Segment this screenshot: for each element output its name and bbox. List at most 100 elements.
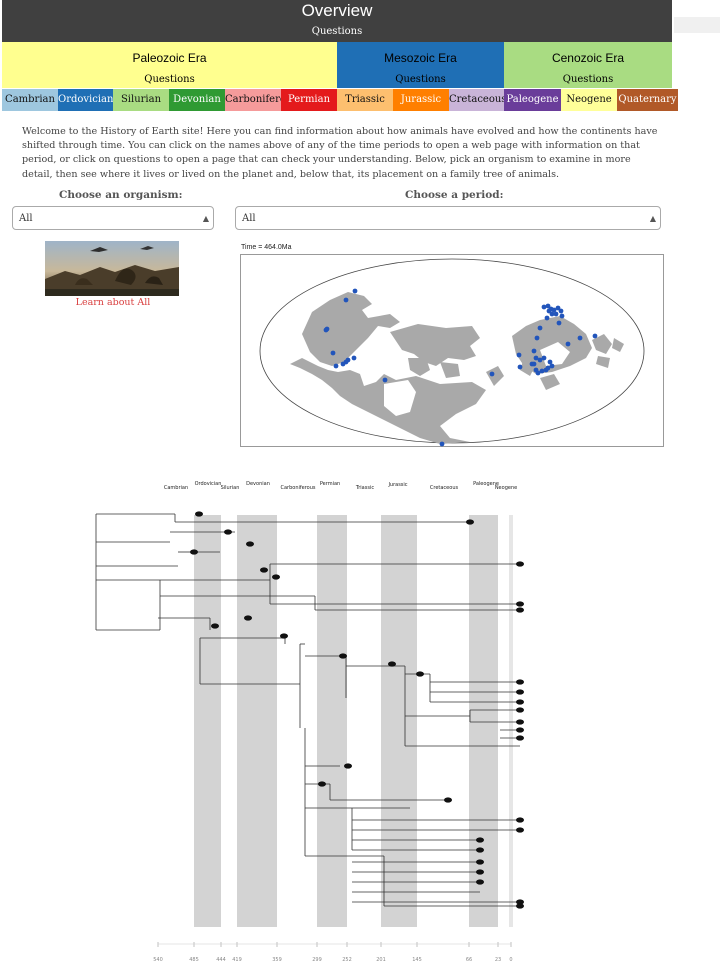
age-tick-label: 485 xyxy=(189,957,199,963)
organism-thumbnail-image[interactable] xyxy=(45,241,179,296)
age-tick-label: 252 xyxy=(342,957,352,963)
fossil-point xyxy=(531,361,537,367)
period-quaternary[interactable]: Quaternary xyxy=(617,89,678,111)
organism-silhouette-icon xyxy=(516,735,524,741)
age-tick-label: 359 xyxy=(272,957,282,963)
period-permian[interactable]: Permian xyxy=(281,89,337,111)
organism-silhouette-icon xyxy=(476,879,484,885)
fossil-point xyxy=(535,370,541,376)
period-devonian[interactable]: Devonian xyxy=(169,89,225,111)
period-band xyxy=(317,515,347,927)
organism-silhouette-icon xyxy=(190,549,198,555)
organism-silhouette-icon xyxy=(476,837,484,843)
fossil-point xyxy=(545,303,551,309)
era-questions-link[interactable]: Questions xyxy=(395,74,446,85)
organism-silhouette-icon xyxy=(280,633,288,639)
era-mesozoic[interactable]: Mesozoic Era Questions xyxy=(337,42,504,88)
intro-text: Welcome to the History of Earth site! He… xyxy=(22,126,658,180)
fossil-point xyxy=(534,335,540,341)
organism-silhouette-icon xyxy=(318,781,326,787)
organism-silhouette-icon xyxy=(516,817,524,823)
fossil-point xyxy=(439,441,445,447)
organism-silhouette-icon xyxy=(476,847,484,853)
organism-silhouette-icon xyxy=(516,827,524,833)
fossil-point xyxy=(549,311,555,317)
organism-silhouette-icon xyxy=(388,661,396,667)
select-arrows-icon: ▲ xyxy=(649,214,656,223)
organism-silhouette-icon xyxy=(195,511,203,517)
era-name[interactable]: Paleozoic Era xyxy=(132,51,207,65)
organism-silhouette-icon xyxy=(260,567,268,573)
organism-silhouette-icon xyxy=(416,671,424,677)
era-cenozoic[interactable]: Cenozoic Era Questions xyxy=(504,42,672,88)
fossil-point xyxy=(549,363,555,369)
organism-silhouette-icon xyxy=(516,607,524,613)
fossil-point xyxy=(489,371,495,377)
organism-silhouette-icon xyxy=(516,561,524,567)
tree-period-label: Ordovician xyxy=(195,481,222,487)
period-ordovician[interactable]: Ordovician xyxy=(58,89,113,111)
organism-silhouette-icon xyxy=(211,623,219,629)
period-band xyxy=(381,515,417,927)
period-cretaceous[interactable]: Cretaceous xyxy=(449,89,504,111)
period-cambrian[interactable]: Cambrian xyxy=(2,89,58,111)
map-time-label: Time = 464.0Ma xyxy=(241,244,292,251)
fossil-point xyxy=(545,365,551,371)
fossil-point xyxy=(539,368,545,374)
era-questions-link[interactable]: Questions xyxy=(144,74,195,85)
learn-about-link[interactable]: Learn about All xyxy=(75,297,151,308)
period-band xyxy=(509,515,513,927)
tree-period-label: Cambrian xyxy=(164,485,188,491)
era-name[interactable]: Cenozoic Era xyxy=(551,51,625,65)
tree-period-label: Devonian xyxy=(246,481,270,487)
tree-period-label: Paleogene xyxy=(473,481,499,487)
fossil-point xyxy=(343,297,349,303)
fossil-point xyxy=(541,355,547,361)
period-triassic[interactable]: Triassic xyxy=(337,89,393,111)
fossil-point xyxy=(553,311,559,317)
age-tick-label: 299 xyxy=(312,957,322,963)
fossil-point xyxy=(323,327,329,333)
fossil-point xyxy=(330,350,336,356)
tree-period-label: Triassic xyxy=(355,485,374,491)
period-silurian[interactable]: Silurian xyxy=(113,89,169,111)
overview-questions-link[interactable]: Questions xyxy=(311,26,363,37)
organism-silhouette-icon xyxy=(476,859,484,865)
tree-period-label: Permian xyxy=(320,481,340,487)
fossil-point xyxy=(333,363,339,369)
age-tick-label: 419 xyxy=(232,957,242,963)
organism-select[interactable]: All ▲ xyxy=(12,206,214,230)
organism-silhouette-icon xyxy=(516,727,524,733)
era-questions-link[interactable]: Questions xyxy=(562,74,614,85)
era-name[interactable]: Mesozoic Era xyxy=(384,51,457,65)
age-tick-label: 201 xyxy=(376,957,386,963)
fossil-point xyxy=(352,288,358,294)
organism-silhouette-icon xyxy=(516,689,524,695)
era-paleozoic[interactable]: Paleozoic Era Questions xyxy=(2,42,337,88)
organism-silhouette-icon xyxy=(516,903,524,909)
fossil-point xyxy=(592,333,598,339)
fossil-point xyxy=(551,307,557,313)
fossil-point xyxy=(537,357,543,363)
period-select[interactable]: All ▲ xyxy=(235,206,661,230)
overview-header: Overview Questions xyxy=(2,0,672,42)
select-arrows-icon: ▲ xyxy=(202,214,209,223)
organism-silhouette-icon xyxy=(516,899,524,905)
tree-period-label: Neogene xyxy=(495,485,517,491)
period-jurassic[interactable]: Jurassic xyxy=(393,89,449,111)
period-paleogene[interactable]: Paleogene xyxy=(504,89,561,111)
overview-title[interactable]: Overview xyxy=(301,1,373,20)
organism-silhouette-icon xyxy=(344,763,352,769)
period-neogene[interactable]: Neogene xyxy=(561,89,617,111)
paleo-map[interactable] xyxy=(240,254,664,447)
period-label: Choose a period: xyxy=(405,189,504,201)
period-carboniferous[interactable]: Carboniferous xyxy=(225,89,281,111)
tree-period-label: Jurassic xyxy=(387,482,407,488)
organism-silhouette-icon xyxy=(516,679,524,685)
fossil-point xyxy=(537,325,543,331)
organism-silhouette-icon xyxy=(466,519,474,525)
organism-silhouette-icon xyxy=(516,699,524,705)
tree-period-label: Carboniferous xyxy=(280,485,315,491)
period-band xyxy=(237,515,277,927)
